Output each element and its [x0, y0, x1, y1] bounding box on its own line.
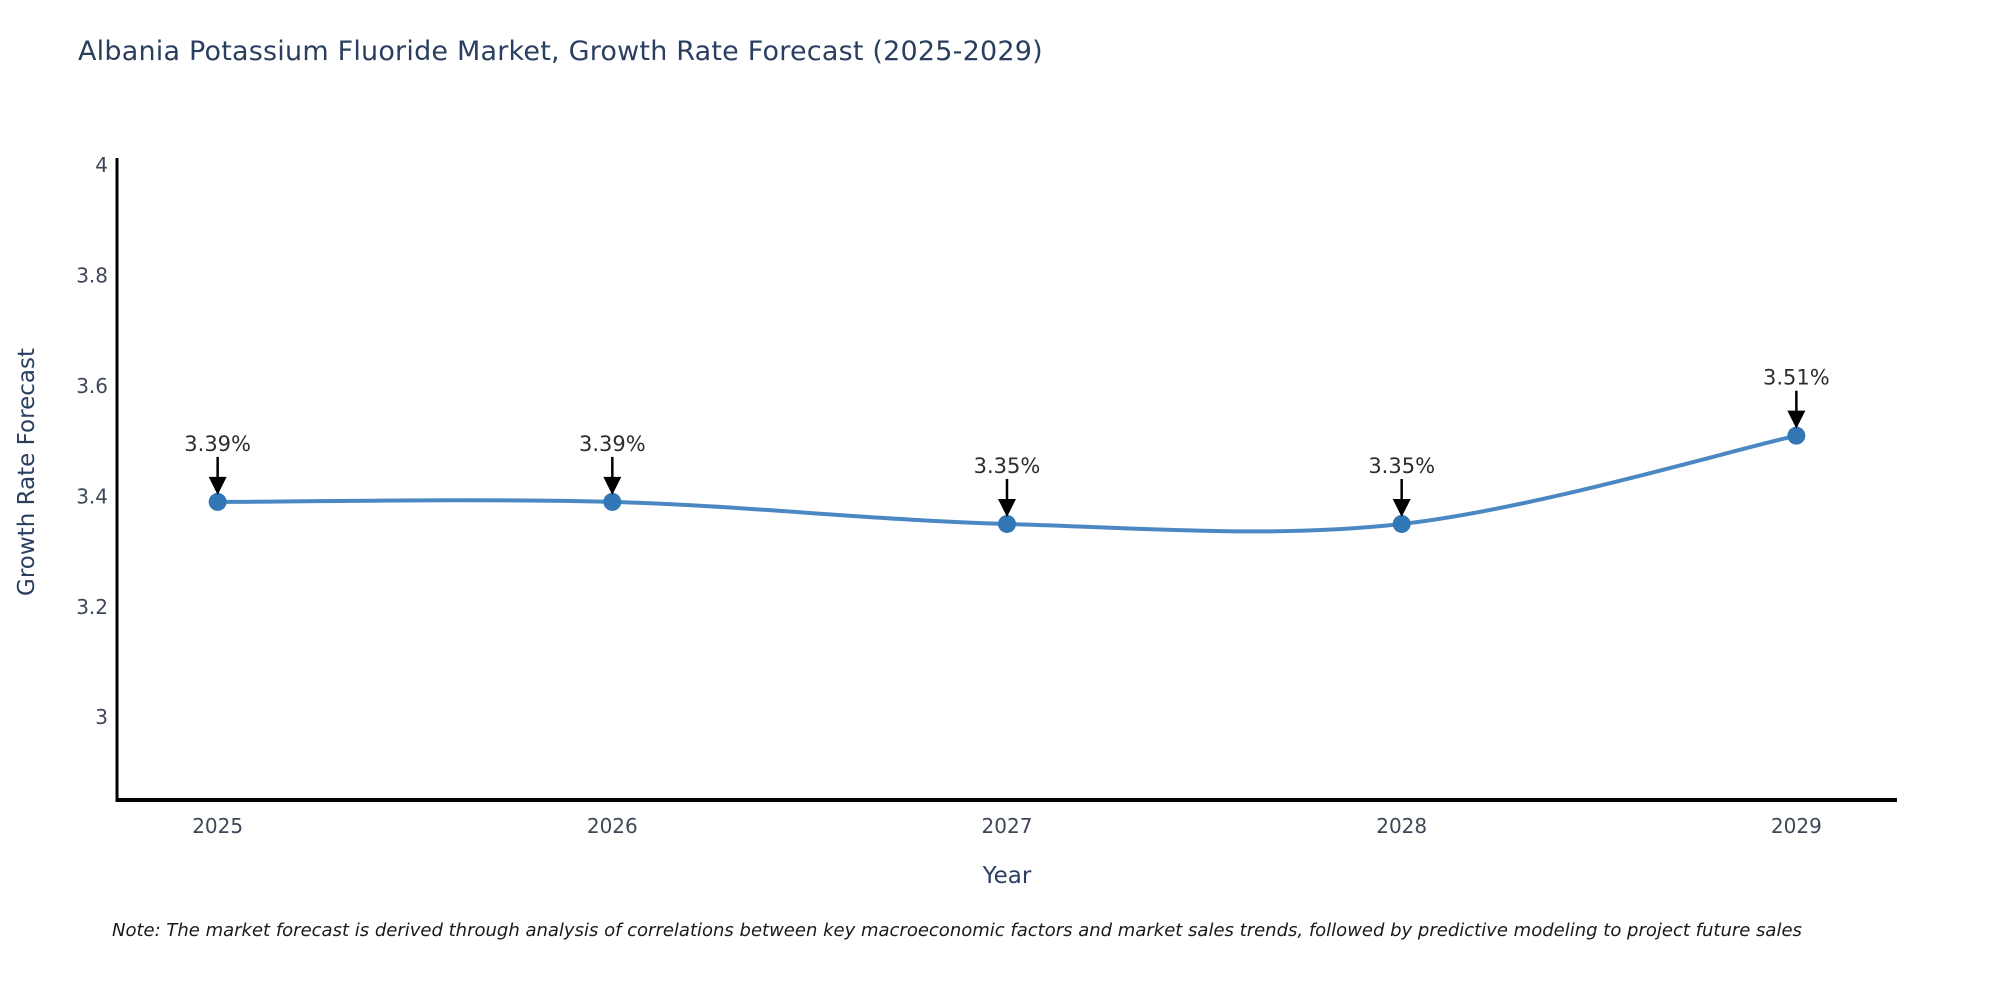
x-tick-label: 2027 — [982, 814, 1033, 838]
annotation-arrowhead — [998, 498, 1016, 517]
y-tick-label: 3.8 — [76, 264, 108, 288]
data-point-marker — [1392, 514, 1411, 533]
annotation-arrowhead — [1787, 410, 1806, 429]
data-point-label: 3.39% — [579, 432, 646, 456]
y-tick-label: 3.2 — [76, 595, 108, 619]
x-tick-label: 2026 — [587, 814, 638, 838]
data-point-label: 3.51% — [1763, 366, 1830, 390]
data-point-label: 3.35% — [1368, 454, 1435, 478]
data-point-label: 3.39% — [184, 432, 251, 456]
footnote: Note: The market forecast is derived thr… — [112, 920, 1802, 941]
annotation-arrowhead — [1392, 498, 1411, 517]
y-tick-label: 3.4 — [76, 484, 108, 508]
data-point-label: 3.35% — [974, 454, 1041, 478]
x-tick-label: 2028 — [1376, 814, 1427, 838]
annotation-arrowhead — [208, 476, 227, 495]
x-axis-title: Year — [982, 863, 1032, 889]
data-point-marker — [208, 492, 227, 511]
y-tick-label: 3.6 — [76, 374, 108, 398]
y-tick-label: 3 — [95, 705, 108, 729]
y-tick-label: 4 — [95, 153, 108, 177]
data-point-marker — [1787, 426, 1806, 445]
data-point-marker — [603, 492, 622, 511]
x-tick-label: 2029 — [1771, 814, 1822, 838]
x-tick-label: 2025 — [192, 814, 243, 838]
chart-title: Albania Potassium Fluoride Market, Growt… — [78, 36, 1043, 67]
annotation-arrowhead — [603, 476, 622, 495]
y-axis-title: Growth Rate Forecast — [14, 348, 40, 596]
data-point-marker — [998, 514, 1016, 533]
